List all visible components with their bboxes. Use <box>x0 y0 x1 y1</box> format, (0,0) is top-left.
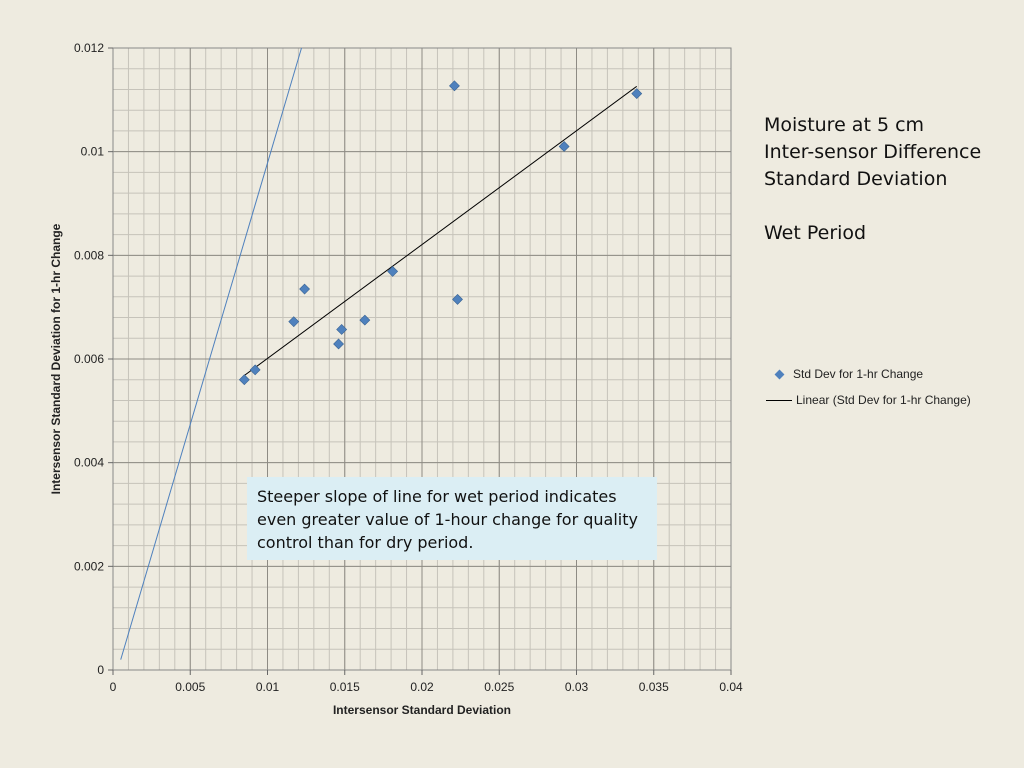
side-title: Moisture at 5 cm Inter-sensor Difference… <box>764 112 981 247</box>
legend-label: Std Dev for 1-hr Change <box>793 367 924 381</box>
x-tick-label: 0.02 <box>410 680 434 694</box>
data-point <box>558 141 570 152</box>
x-tick-label: 0.015 <box>330 680 360 694</box>
data-points <box>238 80 643 386</box>
y-axis-ticks: 0 0.002 0.004 0.006 0.008 0.01 0.012 <box>74 41 113 677</box>
x-axis-title: Intersensor Standard Deviation <box>333 703 511 717</box>
data-point <box>238 374 250 386</box>
x-tick-label: 0.04 <box>719 680 743 694</box>
chart-lines <box>120 47 638 660</box>
y-axis-title: Intersensor Standard Deviation for 1-hr … <box>49 223 63 494</box>
x-tick-label: 0 <box>110 680 117 694</box>
data-point <box>359 314 371 326</box>
x-tick-label: 0.035 <box>639 680 669 694</box>
x-axis-ticks: 0 0.005 0.01 0.015 0.02 0.025 0.03 0.035 0.04 <box>110 670 743 694</box>
data-point <box>299 283 311 295</box>
side-title-line: Inter-sensor Difference <box>764 141 982 163</box>
data-point <box>249 364 261 376</box>
y-tick-label: 0.004 <box>74 456 104 470</box>
side-title-line: Standard Deviation <box>764 168 948 190</box>
data-point <box>631 88 643 100</box>
y-tick-label: 0 <box>97 663 104 677</box>
y-tick-label: 0.008 <box>74 248 104 262</box>
line-marker-icon <box>766 399 792 401</box>
data-point <box>449 80 460 92</box>
y-tick-label: 0.012 <box>74 41 104 55</box>
callout-box: Steeper slope of line for wet period ind… <box>247 477 657 560</box>
x-tick-label: 0.01 <box>256 680 280 694</box>
y-tick-label: 0.01 <box>81 145 105 159</box>
reference-line <box>120 47 302 660</box>
linear-trendline <box>242 85 638 378</box>
legend-item-series: Std Dev for 1-hr Change <box>766 361 971 387</box>
x-tick-label: 0.025 <box>484 680 514 694</box>
legend-label: Linear (Std Dev for 1-hr Change) <box>796 393 971 407</box>
y-tick-label: 0.006 <box>74 352 104 366</box>
callout-text: Steeper slope of line for wet period ind… <box>257 487 638 552</box>
chart-legend: Std Dev for 1-hr Change Linear (Std Dev … <box>766 361 971 413</box>
y-tick-label: 0.002 <box>74 559 104 573</box>
diamond-marker-icon <box>774 369 785 379</box>
data-point <box>288 316 300 328</box>
data-point <box>452 293 463 305</box>
x-tick-label: 0.005 <box>175 680 205 694</box>
data-point <box>333 338 344 350</box>
side-title-line: Wet Period <box>764 222 867 244</box>
side-title-line: Moisture at 5 cm <box>764 114 925 136</box>
data-point <box>387 265 399 277</box>
side-title-spacer <box>764 193 981 220</box>
data-point <box>336 324 348 335</box>
legend-item-trendline: Linear (Std Dev for 1-hr Change) <box>766 387 971 413</box>
x-tick-label: 0.03 <box>565 680 589 694</box>
